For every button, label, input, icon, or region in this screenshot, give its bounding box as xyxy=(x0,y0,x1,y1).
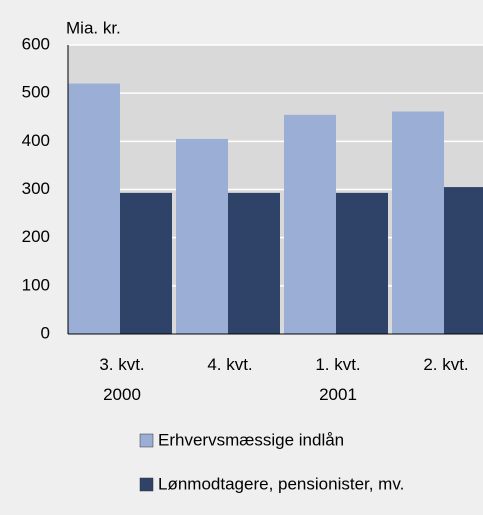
x-tick-label: 2. kvt. xyxy=(423,355,469,374)
bar xyxy=(228,192,280,334)
y-tick-label: 100 xyxy=(22,275,50,294)
bar xyxy=(392,111,444,334)
bar xyxy=(176,138,228,334)
y-tick-label: 600 xyxy=(22,34,50,53)
bar xyxy=(120,192,172,334)
legend-label: Erhvervsmæssige indlån xyxy=(158,430,344,449)
x-tick-label: 1. kvt. 2001 xyxy=(315,355,361,404)
bar xyxy=(68,83,120,335)
y-axis-label: Mia. kr. xyxy=(66,18,121,37)
y-tick-label: 400 xyxy=(22,131,50,150)
y-tick-label: 0 xyxy=(41,323,50,342)
bar xyxy=(284,114,336,334)
legend-label: Lønmodtagere, pensionister, mv. xyxy=(158,474,404,493)
y-tick-label: 200 xyxy=(22,227,50,246)
bar xyxy=(444,187,483,334)
y-tick-label: 500 xyxy=(22,83,50,102)
bar xyxy=(336,192,388,334)
y-tick-label: 300 xyxy=(22,179,50,198)
x-tick-label: 3. kvt. 2000 xyxy=(99,355,145,404)
legend-swatch xyxy=(139,477,154,492)
legend-swatch xyxy=(139,433,154,448)
x-tick-label: 4. kvt. xyxy=(207,355,253,374)
